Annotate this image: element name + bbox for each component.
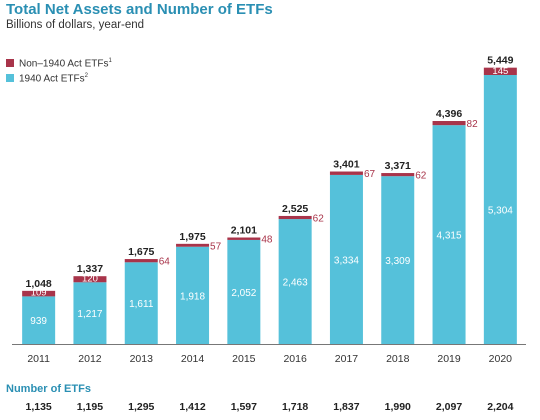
value-label-non-1940-2011: 109 <box>31 287 47 298</box>
legend-label-1940: 1940 Act ETFs <box>19 73 85 85</box>
bar-non-1940-2012 <box>73 276 107 283</box>
total-label-2014: 1,975 <box>179 231 205 243</box>
value-label-non-1940-2013: 64 <box>159 257 171 268</box>
value-label-1940-2011: 939 <box>30 316 47 327</box>
etf-count-2020: 2,204 <box>487 401 514 413</box>
bar-1940-2015 <box>227 239 261 344</box>
legend: Non–1940 Act ETFs1 1940 Act ETFs2 <box>6 55 112 86</box>
value-label-1940-2015: 2,052 <box>231 288 256 299</box>
total-label-2012: 1,337 <box>77 263 103 275</box>
total-label-2020: 5,449 <box>487 55 513 67</box>
etf-count-2018: 1,990 <box>384 401 411 413</box>
legend-swatch-1940 <box>6 73 14 82</box>
x-tick-label-2014: 2014 <box>181 353 205 365</box>
value-label-1940-2016: 2,463 <box>283 278 308 289</box>
etf-count-2015: 1,597 <box>230 401 257 413</box>
bar-1940-2016 <box>278 219 312 344</box>
total-label-2011: 1,048 <box>26 278 52 290</box>
bar-non-1940-2019 <box>432 121 466 126</box>
etf-count-2016: 1,718 <box>282 401 309 413</box>
bar-non-1940-2016 <box>278 215 312 220</box>
value-label-non-1940-2019: 82 <box>467 119 479 130</box>
bar-non-1940-2020 <box>483 67 517 76</box>
total-label-2015: 2,101 <box>231 225 257 237</box>
etf-count-2013: 1,295 <box>128 401 155 413</box>
bar-non-1940-2017 <box>329 171 363 175</box>
value-label-non-1940-2015: 48 <box>261 235 273 246</box>
total-label-2019: 4,396 <box>436 108 462 120</box>
x-tick-label-2015: 2015 <box>232 353 256 365</box>
value-label-1940-2020: 5,304 <box>488 206 513 217</box>
legend-item-non-1940: Non–1940 Act ETFs1 <box>6 55 112 70</box>
bar-non-1940-2014 <box>176 243 210 247</box>
value-label-1940-2013: 1,611 <box>129 299 154 310</box>
value-label-non-1940-2014: 57 <box>210 241 222 252</box>
total-label-2016: 2,525 <box>282 203 308 215</box>
bar-1940-2018 <box>381 176 415 344</box>
bar-1940-2012 <box>73 282 107 344</box>
value-label-non-1940-2012: 120 <box>82 273 98 284</box>
legend-swatch-non-1940 <box>6 58 14 67</box>
etf-count-2012: 1,195 <box>76 401 104 413</box>
value-label-non-1940-2017: 67 <box>364 169 376 180</box>
etf-count-2019: 2,097 <box>435 401 463 413</box>
chart-subtitle: Billions of dollars, year-end <box>6 19 145 31</box>
legend-note-non-1940: 1 <box>108 58 112 64</box>
chart-title: Total Net Assets and Number of ETFs <box>6 1 273 18</box>
bar-1940-2020 <box>483 75 517 345</box>
value-label-1940-2018: 3,309 <box>385 256 410 267</box>
x-tick-label-2013: 2013 <box>130 353 154 365</box>
bar-non-1940-2013 <box>124 259 158 263</box>
count-row: 1,135 1,195 1,295 1,412 1,597 1,718 1,837 1,990… <box>0 401 540 415</box>
bar-1940-2017 <box>329 174 363 344</box>
bar-non-1940-2015 <box>227 237 261 240</box>
value-label-1940-2012: 1,217 <box>77 309 102 320</box>
x-tick-label-2016: 2016 <box>283 353 307 365</box>
total-label-2017: 3,401 <box>333 159 359 171</box>
x-tick-label-2020: 2020 <box>489 353 513 365</box>
x-tick-label-2017: 2017 <box>335 353 359 365</box>
bar-non-1940-2011 <box>22 290 56 297</box>
bar-1940-2019 <box>432 125 466 345</box>
bar-1940-2013 <box>124 262 158 344</box>
x-tick-label-2012: 2012 <box>78 353 102 365</box>
bar-1940-2014 <box>176 246 210 344</box>
count-title: Number of ETFs <box>6 383 91 395</box>
bar-non-1940-2018 <box>381 173 415 177</box>
x-tick-label-2011: 2011 <box>27 353 50 365</box>
etf-count-2011: 1,135 <box>25 401 52 413</box>
value-label-non-1940-2018: 62 <box>415 171 427 182</box>
value-label-1940-2017: 3,334 <box>334 255 359 266</box>
total-label-2018: 3,371 <box>385 160 411 172</box>
legend-item-1940: 1940 Act ETFs2 <box>6 70 112 85</box>
etf-count-2017: 1,837 <box>333 401 360 413</box>
value-label-1940-2014: 1,918 <box>180 291 205 302</box>
value-label-1940-2019: 4,315 <box>437 231 462 242</box>
bar-1940-2011 <box>22 296 56 344</box>
value-label-non-1940-2020: 145 <box>492 66 508 77</box>
x-tick-label-2018: 2018 <box>386 353 410 365</box>
legend-label-non-1940: Non–1940 Act ETFs <box>19 58 109 70</box>
legend-note-1940: 2 <box>84 73 88 80</box>
value-label-non-1940-2016: 62 <box>313 214 325 225</box>
etf-count-2014: 1,412 <box>179 401 206 413</box>
total-label-2013: 1,675 <box>128 246 154 258</box>
x-tick-label-2019: 2019 <box>437 353 461 365</box>
